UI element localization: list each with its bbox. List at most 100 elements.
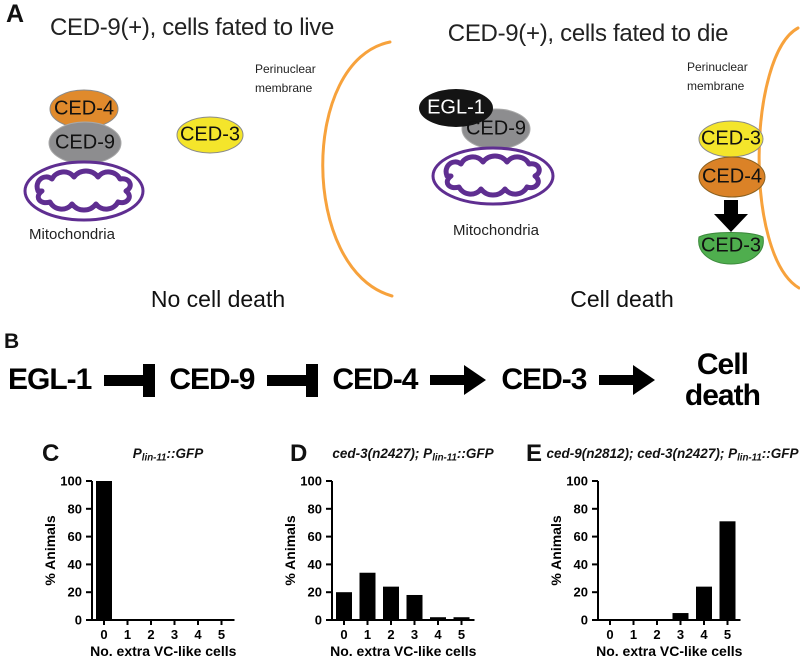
mitochondria-label-left: Mitochondria xyxy=(29,226,115,243)
ced9-label-right: CED-9 xyxy=(465,117,527,140)
chart-d-plot: 0 20 40 60 80 100 0 1 2 3 4 5No. extra VC-like cell… xyxy=(282,474,477,660)
outcome-right: Cell death xyxy=(570,286,674,312)
x-tick-label: 5 xyxy=(724,627,731,642)
chart-d-title: ced-3(n2427); Plin-11::GFP xyxy=(332,446,494,464)
perinuclear-membrane-arc-right xyxy=(757,26,800,290)
x-tick-label: 2 xyxy=(147,627,154,642)
ced3-inactive-label: CED-3 xyxy=(700,127,762,150)
inhibit-bar-icon xyxy=(267,364,319,397)
x-tick-label: 5 xyxy=(458,627,465,642)
x-tick-label: 1 xyxy=(364,627,371,642)
x-tick-label: 3 xyxy=(171,627,178,642)
chart-e-plot: 0 20 40 60 80 100 0 1 2 3 4 5No. extra VC-like cell… xyxy=(548,474,743,660)
ced3-oval-left xyxy=(176,116,244,154)
chart-c-panel-label: C xyxy=(42,440,60,467)
panel-a-left-title: CED-9(+), cells fated to live xyxy=(49,14,335,41)
x-tick-label: 2 xyxy=(387,627,394,642)
ced9-label-left: CED-9 xyxy=(54,131,116,154)
x-axis-title: No. extra VC-like cells xyxy=(90,643,237,659)
y-tick-label: 40 xyxy=(68,557,82,572)
chart-c-plot: 0 20 40 60 80 100 0 1 2 3 4 5No. extra VC-like cell… xyxy=(42,474,237,660)
x-tick-label: 5 xyxy=(218,627,225,642)
chart-c-title: Plin-11::GFP xyxy=(132,446,204,464)
outcome-left: No cell death xyxy=(150,286,286,312)
y-tick-label: 20 xyxy=(308,585,322,600)
panel-b-label: B xyxy=(4,330,20,353)
pathway-node-ced3: CED-3 xyxy=(501,363,587,396)
inhibit-bar-icon xyxy=(104,364,156,397)
chart-c: C Plin-11::GFP 0 20 40 60 80 100 0 1 2 3 4 5 No. ext… xyxy=(28,436,278,659)
y-tick-label: 20 xyxy=(574,585,588,600)
pathway-node-egl1: EGL-1 xyxy=(8,363,92,396)
y-tick-label: 20 xyxy=(68,585,82,600)
activate-arrow-icon xyxy=(599,365,656,395)
ced3-active-label: CED-3 xyxy=(700,234,762,257)
x-tick-label: 1 xyxy=(124,627,131,642)
y-tick-label: 100 xyxy=(300,474,322,489)
mitochondria-label-right: Mitochondria xyxy=(453,222,539,239)
ced4-label-left: CED-4 xyxy=(53,97,115,120)
ced3-label-left: CED-3 xyxy=(179,123,241,146)
pathway-node-ced4: CED-4 xyxy=(332,363,418,396)
chart-d: D ced-3(n2427); Plin-11::GFP 0 20 40 60 80 10… xyxy=(268,436,518,659)
y-tick-label: 60 xyxy=(574,529,588,544)
bar xyxy=(430,617,446,620)
ced4-oval-right xyxy=(698,156,766,198)
egl1-label: EGL-1 xyxy=(427,96,485,119)
y-tick-label: 0 xyxy=(75,613,82,628)
y-tick-label: 80 xyxy=(68,501,82,516)
x-tick-label: 1 xyxy=(630,627,637,642)
perinuclear-membrane-arc-left xyxy=(321,40,394,298)
mitochondria-cristae-right xyxy=(443,153,542,198)
bar xyxy=(336,592,352,620)
panel-a-graphics xyxy=(23,26,800,298)
membrane-label-right: Perinuclear membrane xyxy=(687,60,748,93)
y-tick-label: 100 xyxy=(566,474,588,489)
y-tick-label: 100 xyxy=(60,474,82,489)
bar xyxy=(359,572,376,620)
membrane-label-left: Perinuclear membrane xyxy=(255,62,316,95)
bar xyxy=(696,586,712,620)
ced3-active-shape xyxy=(698,232,764,265)
chart-e-panel-label: E xyxy=(526,440,543,467)
chart-e: E ced-9(n2812); ced-3(n2427); Plin-11::G… xyxy=(520,436,800,659)
x-tick-label: 4 xyxy=(434,627,442,642)
pathway-node-ced9: CED-9 xyxy=(169,363,255,396)
x-axis-title: No. extra VC-like cells xyxy=(330,643,477,659)
pathway-node-cell-death: Cell death xyxy=(684,347,761,412)
y-tick-label: 60 xyxy=(68,529,82,544)
ced4-label-right: CED-4 xyxy=(701,165,763,188)
activate-arrow-icon xyxy=(430,365,487,395)
activation-arrow-icon xyxy=(714,200,748,232)
y-tick-label: 0 xyxy=(581,613,588,628)
x-tick-label: 3 xyxy=(411,627,418,642)
x-tick-label: 2 xyxy=(653,627,660,642)
chart-d-panel-label: D xyxy=(290,440,308,467)
panel-b-pathway: EGL-1 CED-9 CED-4 CED-3 Cell death xyxy=(8,348,774,411)
bar xyxy=(96,481,112,620)
x-tick-label: 0 xyxy=(606,627,613,642)
y-axis-title: % Animals xyxy=(548,515,564,585)
bar xyxy=(383,586,399,620)
y-axis-title: % Animals xyxy=(282,515,298,585)
panel-a-label: A xyxy=(6,0,25,28)
panel-a-right-title: CED-9(+), cells fated to die xyxy=(447,20,729,47)
y-tick-label: 40 xyxy=(574,557,588,572)
mitochondria-cristae-left xyxy=(34,168,133,213)
bar xyxy=(453,617,470,620)
bar xyxy=(719,521,736,620)
x-tick-label: 3 xyxy=(677,627,684,642)
x-tick-label: 4 xyxy=(700,627,708,642)
y-tick-label: 40 xyxy=(308,557,322,572)
chart-e-title: ced-9(n2812); ced-3(n2427); Plin-11::GFP xyxy=(546,446,799,464)
x-tick-label: 4 xyxy=(194,627,202,642)
x-tick-label: 0 xyxy=(340,627,347,642)
egl1-oval xyxy=(419,89,493,127)
bar xyxy=(672,613,689,620)
y-tick-label: 60 xyxy=(308,529,322,544)
y-axis-title: % Animals xyxy=(42,515,58,585)
y-tick-label: 80 xyxy=(574,501,588,516)
x-axis-title: No. extra VC-like cells xyxy=(596,643,743,659)
y-tick-label: 80 xyxy=(308,501,322,516)
x-tick-label: 0 xyxy=(100,627,107,642)
